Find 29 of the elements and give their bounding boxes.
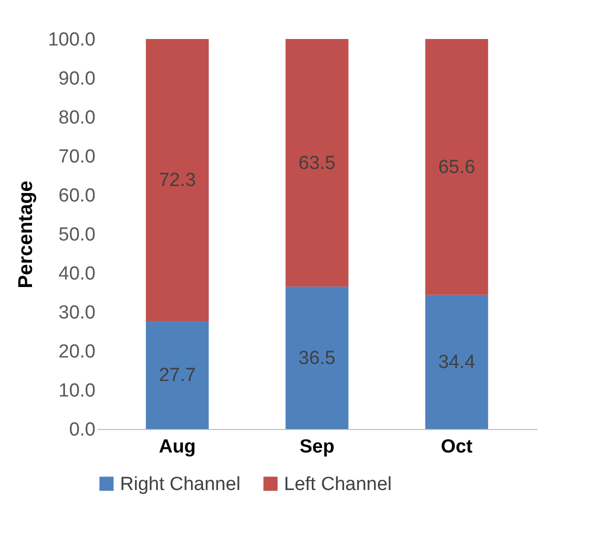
x-tick-label: Oct bbox=[440, 436, 474, 458]
y-tick-label: 40.0 bbox=[58, 264, 96, 284]
bar bbox=[425, 39, 488, 295]
y-tick-label: 80.0 bbox=[58, 108, 96, 128]
y-tick-label: 30.0 bbox=[58, 302, 96, 324]
y-axis-title: Percentage bbox=[14, 180, 37, 288]
y-tick-label: 20.0 bbox=[58, 342, 96, 362]
y-tick-label: 0.0 bbox=[69, 420, 96, 440]
y-tick-label: 90.0 bbox=[58, 68, 96, 90]
data-label: 36.5 bbox=[298, 348, 336, 369]
data-label: 63.5 bbox=[298, 152, 336, 174]
y-tick-label: 60.0 bbox=[58, 186, 96, 206]
bar bbox=[425, 294, 488, 429]
y-tick-label: 10.0 bbox=[58, 380, 96, 402]
bar bbox=[146, 320, 209, 429]
data-label: 65.6 bbox=[438, 156, 476, 178]
data-label: 34.4 bbox=[438, 352, 476, 373]
y-tick-label: 100.0 bbox=[48, 30, 96, 50]
y-tick-label: 50.0 bbox=[58, 224, 96, 246]
x-tick-label: Aug bbox=[158, 436, 196, 458]
x-tick-label: Sep bbox=[300, 436, 334, 458]
y-tick-label: 70.0 bbox=[58, 146, 96, 168]
bar bbox=[286, 286, 348, 429]
legend-label: Right Channel bbox=[120, 474, 240, 495]
legend-label: Left Channel bbox=[284, 474, 392, 495]
data-label: 27.7 bbox=[158, 364, 196, 386]
bar bbox=[286, 39, 348, 287]
data-label: 72.3 bbox=[158, 170, 196, 191]
bar bbox=[146, 39, 209, 321]
